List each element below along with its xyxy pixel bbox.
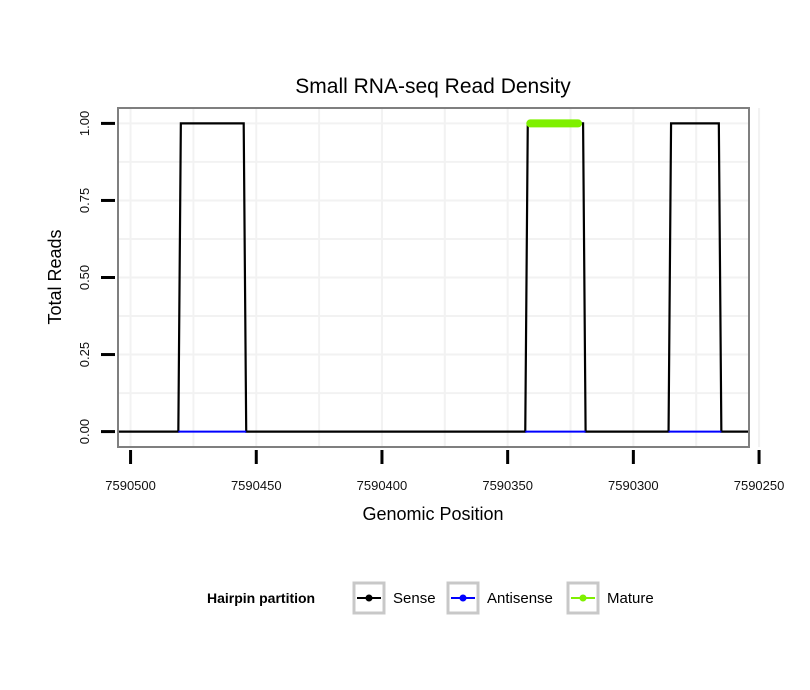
legend-key-dot-sense [365, 594, 373, 602]
y-tick-label: 0.75 [77, 188, 92, 213]
x-tick-label: 7590250 [734, 478, 785, 493]
axes: 7590500 7590450 7590400 7590350 7590300 75902… [77, 111, 784, 493]
legend-title: Hairpin partition [207, 590, 315, 606]
y-tick-label: 0.00 [77, 419, 92, 444]
legend-key-dot-antisense [459, 594, 467, 602]
legend-label-mature: Mature [607, 590, 654, 607]
y-tick-label: 0.50 [77, 265, 92, 290]
y-tick-label: 0.25 [77, 342, 92, 367]
x-tick-label: 7590450 [231, 478, 282, 493]
x-tick-label: 7590300 [608, 478, 659, 493]
grid-lines [118, 108, 761, 447]
x-axis-title: Genomic Position [362, 504, 503, 524]
x-tick-label: 7590350 [482, 478, 533, 493]
chart-title: Small RNA-seq Read Density [295, 75, 571, 98]
legend-label-antisense: Antisense [487, 590, 553, 607]
series-group [118, 119, 749, 433]
y-tick-label: 1.00 [77, 111, 92, 136]
y-axis-title: Total Reads [45, 229, 65, 324]
x-tick-label: 7590500 [105, 478, 156, 493]
legend: Hairpin partition Sense Antisense Mature [207, 581, 654, 615]
legend-label-sense: Sense [393, 590, 436, 607]
legend-key-dot-mature [579, 594, 587, 602]
x-tick-label: 7590400 [357, 478, 408, 493]
plot-panel-border [117, 107, 750, 448]
